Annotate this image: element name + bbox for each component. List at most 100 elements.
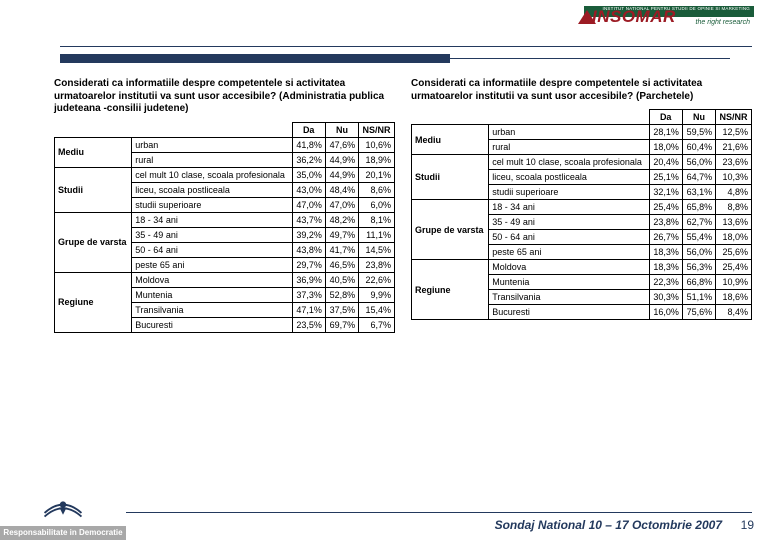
cell-value: 23,5% bbox=[292, 317, 325, 332]
row-label: liceu, scoala postliceala bbox=[132, 182, 292, 197]
row-label: Bucuresti bbox=[489, 305, 649, 320]
cell-value: 15,4% bbox=[359, 302, 395, 317]
cell-value: 21,6% bbox=[716, 140, 752, 155]
cell-value: 18,0% bbox=[649, 140, 682, 155]
cell-value: 8,4% bbox=[716, 305, 752, 320]
cell-value: 56,0% bbox=[682, 155, 715, 170]
row-label: urban bbox=[132, 137, 292, 152]
row-label: Muntenia bbox=[489, 275, 649, 290]
cell-value: 55,4% bbox=[682, 230, 715, 245]
cell-value: 41,8% bbox=[292, 137, 325, 152]
cell-value: 10,3% bbox=[716, 170, 752, 185]
row-label: peste 65 ani bbox=[489, 245, 649, 260]
cell-value: 47,1% bbox=[292, 302, 325, 317]
cell-value: 64,7% bbox=[682, 170, 715, 185]
cell-value: 37,3% bbox=[292, 287, 325, 302]
cell-value: 14,5% bbox=[359, 242, 395, 257]
cell-value: 29,7% bbox=[292, 257, 325, 272]
row-label: cel mult 10 clase, scoala profesionala bbox=[489, 155, 649, 170]
group-label: Regiune bbox=[412, 260, 489, 320]
cell-value: 13,6% bbox=[716, 215, 752, 230]
tagline-text: the right research bbox=[696, 19, 750, 26]
cell-value: 37,5% bbox=[325, 302, 358, 317]
cell-value: 60,4% bbox=[682, 140, 715, 155]
table-row: Grupe de varsta18 - 34 ani43,7%48,2%8,1% bbox=[55, 212, 395, 227]
right-table: DaNuNS/NRMediuurban28,1%59,5%12,5%rural1… bbox=[411, 109, 752, 320]
footer: Responsabilitate in Democratie Sondaj Na… bbox=[0, 500, 766, 540]
footer-rule bbox=[126, 512, 752, 513]
cell-value: 43,0% bbox=[292, 182, 325, 197]
cell-value: 10,9% bbox=[716, 275, 752, 290]
cell-value: 16,0% bbox=[649, 305, 682, 320]
cell-value: 47,6% bbox=[325, 137, 358, 152]
cell-value: 32,1% bbox=[649, 185, 682, 200]
cell-value: 48,2% bbox=[325, 212, 358, 227]
col-header: Nu bbox=[682, 110, 715, 125]
group-label: Grupe de varsta bbox=[55, 212, 132, 272]
cell-value: 47,0% bbox=[325, 197, 358, 212]
cell-value: 41,7% bbox=[325, 242, 358, 257]
row-label: studii superioare bbox=[132, 197, 292, 212]
group-label: Grupe de varsta bbox=[412, 200, 489, 260]
cell-value: 25,4% bbox=[649, 200, 682, 215]
group-label: Mediu bbox=[55, 137, 132, 167]
footer-text: Sondaj National 10 – 17 Octombrie 2007 bbox=[495, 518, 722, 532]
cell-value: 22,3% bbox=[649, 275, 682, 290]
cell-value: 22,6% bbox=[359, 272, 395, 287]
row-label: rural bbox=[132, 152, 292, 167]
cell-value: 10,6% bbox=[359, 137, 395, 152]
row-label: Moldova bbox=[489, 260, 649, 275]
democracy-icon bbox=[34, 500, 92, 524]
cell-value: 43,8% bbox=[292, 242, 325, 257]
cell-value: 49,7% bbox=[325, 227, 358, 242]
row-label: Transilvania bbox=[489, 290, 649, 305]
cell-value: 46,5% bbox=[325, 257, 358, 272]
cell-value: 25,4% bbox=[716, 260, 752, 275]
cell-value: 44,9% bbox=[325, 167, 358, 182]
table-row: Mediuurban41,8%47,6%10,6% bbox=[55, 137, 395, 152]
col-header: Da bbox=[649, 110, 682, 125]
row-label: urban bbox=[489, 125, 649, 140]
cell-value: 75,6% bbox=[682, 305, 715, 320]
row-label: 35 - 49 ani bbox=[132, 227, 292, 242]
cell-value: 65,8% bbox=[682, 200, 715, 215]
row-label: Muntenia bbox=[132, 287, 292, 302]
cell-value: 18,9% bbox=[359, 152, 395, 167]
cell-value: 25,1% bbox=[649, 170, 682, 185]
col-header: Nu bbox=[325, 122, 358, 137]
title-bar bbox=[60, 54, 700, 63]
col-header: NS/NR bbox=[716, 110, 752, 125]
cell-value: 20,4% bbox=[649, 155, 682, 170]
row-label: cel mult 10 clase, scoala profesionala bbox=[132, 167, 292, 182]
cell-value: 18,3% bbox=[649, 260, 682, 275]
cell-value: 47,0% bbox=[292, 197, 325, 212]
cell-value: 20,1% bbox=[359, 167, 395, 182]
cell-value: 23,8% bbox=[359, 257, 395, 272]
content-area: Considerati ca informatiile despre compe… bbox=[54, 78, 752, 333]
cell-value: 8,8% bbox=[716, 200, 752, 215]
table-row: Studiicel mult 10 clase, scoala profesio… bbox=[412, 155, 752, 170]
group-label: Regiune bbox=[55, 272, 132, 332]
cell-value: 8,6% bbox=[359, 182, 395, 197]
group-label: Studii bbox=[412, 155, 489, 200]
insomar-logo: INSTITUT NATIONAL PENTRU STUDII DE OPINI… bbox=[584, 6, 754, 42]
cell-value: 11,1% bbox=[359, 227, 395, 242]
right-block: Considerati ca informatiile despre compe… bbox=[411, 78, 752, 333]
row-label: Moldova bbox=[132, 272, 292, 287]
top-rule bbox=[60, 46, 752, 47]
table-row: RegiuneMoldova36,9%40,5%22,6% bbox=[55, 272, 395, 287]
cell-value: 52,8% bbox=[325, 287, 358, 302]
cell-value: 6,0% bbox=[359, 197, 395, 212]
cell-value: 63,1% bbox=[682, 185, 715, 200]
table-row: Studiicel mult 10 clase, scoala profesio… bbox=[55, 167, 395, 182]
left-block: Considerati ca informatiile despre compe… bbox=[54, 78, 395, 333]
page-number: 19 bbox=[741, 518, 754, 532]
cell-value: 18,3% bbox=[649, 245, 682, 260]
left-question: Considerati ca informatiile despre compe… bbox=[54, 78, 395, 116]
cell-value: 69,7% bbox=[325, 317, 358, 332]
cell-value: 36,2% bbox=[292, 152, 325, 167]
cell-value: 18,6% bbox=[716, 290, 752, 305]
cell-value: 36,9% bbox=[292, 272, 325, 287]
cell-value: 44,9% bbox=[325, 152, 358, 167]
cell-value: 62,7% bbox=[682, 215, 715, 230]
